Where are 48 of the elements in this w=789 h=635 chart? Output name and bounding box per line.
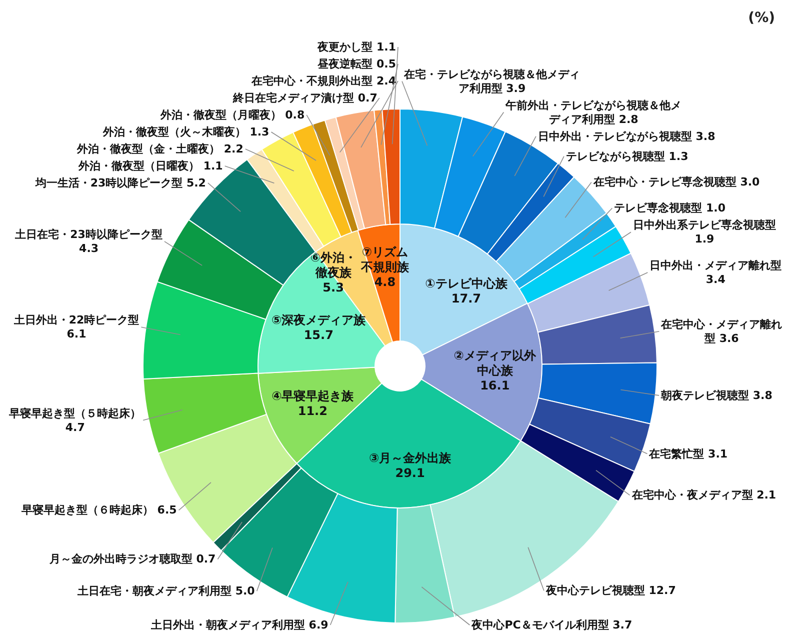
data-label: 4.3 <box>79 242 99 255</box>
data-label: 16.1 <box>480 378 510 393</box>
slice-label: 外泊・徹夜型（金・土曜夜） 2.2 <box>76 142 244 156</box>
data-label: 5.3 <box>322 280 344 294</box>
slice-label: 月～金の外出時ラジオ聴取型 0.7 <box>48 552 216 566</box>
slice-label: 在宅中心・テレビ専念視聴型 3.0 <box>592 176 760 189</box>
slice-label: 在宅繁忙型 3.1 <box>648 447 728 460</box>
slice-label: 朝夜テレビ視聴型 3.8 <box>660 388 772 402</box>
slice-label: ③月～金外出族 <box>368 450 452 465</box>
slice-label: テレビながら視聴型 1.3 <box>566 150 688 163</box>
slice-label: ②メディア以外中心族 <box>454 348 537 378</box>
slice-label: 早寝早起き型（５時起床） <box>8 406 142 420</box>
slice-label: 外泊・徹夜型（日曜夜） 1.1 <box>78 159 223 172</box>
slice-label: 均一生活・23時以降ピーク型 5.2 <box>34 176 206 190</box>
slice-label: 昼夜逆転型 0.5 <box>316 57 396 70</box>
slice-label: 日中外出・メディア離れ型 <box>650 258 782 272</box>
slice-label: 夜中心PC＆モバイル利用型 3.7 <box>470 618 632 632</box>
slice-label: 在宅・テレビながら視聴＆他メディア利用型 3.9 <box>403 68 580 95</box>
slice-label: 土日外出・22時ピーク型 <box>12 314 140 327</box>
data-label: 4.8 <box>374 275 396 290</box>
data-label: 29.1 <box>395 466 425 480</box>
slice-label: テレビ専念視聴型 1.0 <box>614 202 726 215</box>
slice-label: ④早寝早起き族 <box>272 388 355 403</box>
text: (%) <box>748 10 775 26</box>
slice-label: 在宅中心・メディア離れ型 3.6 <box>660 318 782 345</box>
slice-label: 日中外出系テレビ専念視聴型 <box>632 218 776 232</box>
slice-label: 夜中心テレビ視聴型 12.7 <box>544 584 676 598</box>
slice-label: ⑤深夜メディア族 <box>272 313 367 328</box>
data-label: 6.1 <box>66 328 86 341</box>
slice-label: 終日在宅メディア漬け型 0.7 <box>232 91 378 104</box>
slice-label: 早寝早起き型（６時起床） 6.5 <box>20 504 177 517</box>
slice-label: ①テレビ中心族 <box>425 276 508 291</box>
data-label: 4.7 <box>65 420 85 434</box>
data-label: 3.4 <box>706 272 726 286</box>
data-label: 17.7 <box>451 292 482 306</box>
data-label: 11.2 <box>298 404 328 418</box>
slice-label: 夜更かし型 1.1 <box>316 40 396 54</box>
slice-label: 外泊・徹夜型（火～木曜夜） 1.3 <box>102 125 270 138</box>
slice-label: 土日外出・朝夜メディア利用型 6.9 <box>150 618 328 632</box>
data-label: 1.9 <box>694 232 714 246</box>
slice-label: 午前外出・テレビながら視聴＆他メディア利用型 2.8 <box>504 98 682 126</box>
slice-label: 土日在宅・朝夜メディア利用型 5.0 <box>76 584 256 598</box>
slice-label: 外泊・徹夜型（月曜夜） 0.8 <box>159 108 305 122</box>
slice-label: 在宅中心・不規則外出型 2.4 <box>250 74 396 88</box>
slice-label: 土日在宅・23時以降ピーク型 <box>14 228 162 241</box>
data-label: 15.7 <box>304 328 334 342</box>
slice-label: 日中外出・テレビながら視聴型 3.8 <box>538 130 716 143</box>
slice-label: 在宅中心・夜メディア型 2.1 <box>630 488 776 502</box>
